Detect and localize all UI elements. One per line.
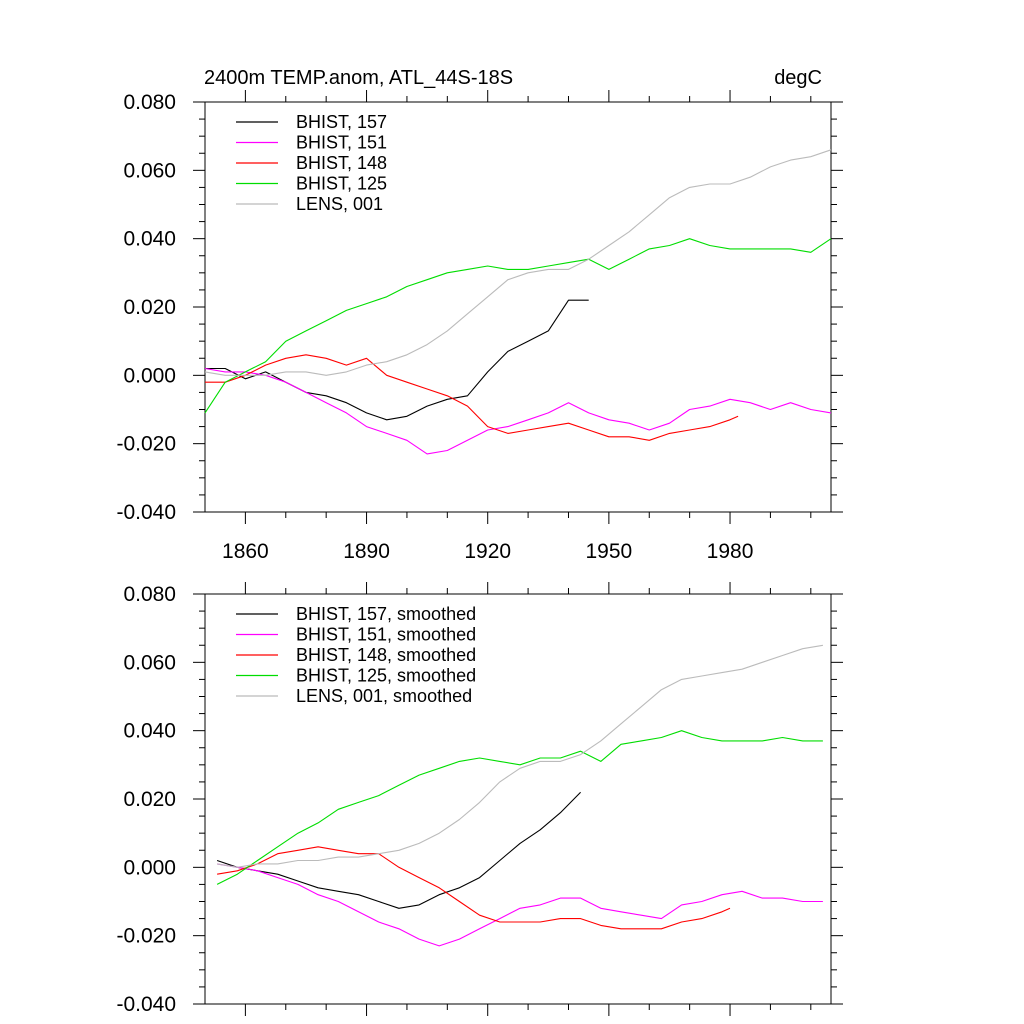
y-tick-label: 0.040 (123, 228, 176, 251)
series-line (216, 791, 581, 909)
axis-ticks (193, 90, 843, 524)
legend-label: BHIST, 125 (296, 174, 387, 194)
series-line (204, 149, 832, 376)
legend-label: LENS, 001 (296, 194, 383, 214)
legend-label: LENS, 001, smoothed (296, 686, 472, 706)
x-tick-labels: 1860 1890 1920 1950 1980 (222, 540, 753, 563)
y-tick-label: 0.000 (123, 364, 176, 387)
y-tick-label: 0.040 (123, 720, 176, 743)
y-tick-labels: -0.040 -0.020 0.000 0.020 0.040 0.060 0.080 (116, 583, 176, 1016)
series-line (216, 730, 823, 885)
y-tick-label: -0.040 (116, 501, 176, 524)
series-layer (216, 644, 823, 947)
y-tick-label: 0.020 (123, 296, 176, 319)
series-line (217, 644, 823, 868)
chart-title: 2400m TEMP.anom, ATL_44S-18S (204, 67, 513, 89)
legend-label: BHIST, 148, smoothed (296, 645, 476, 665)
x-tick-label: 1980 (707, 540, 754, 563)
legend-label: BHIST, 157 (296, 112, 387, 132)
y-tick-label: -0.020 (116, 925, 176, 948)
units-label: degC (774, 67, 822, 89)
series-line (205, 299, 589, 421)
legend-label: BHIST, 157, smoothed (296, 604, 476, 624)
legend-label: BHIST, 151 (296, 133, 387, 153)
legend-label: BHIST, 125, smoothed (296, 666, 476, 686)
series-line (217, 863, 823, 947)
series-line (205, 354, 739, 441)
series-layer (204, 149, 832, 455)
x-tick-label: 1920 (464, 540, 511, 563)
y-tick-label: 0.020 (123, 788, 176, 811)
series-line (204, 238, 832, 414)
series-line (204, 367, 832, 455)
bottom-panel: -0.040 -0.020 0.000 0.020 0.040 0.060 0.080 BH… (116, 582, 843, 1016)
top-panel: 2400m TEMP.anom, ATL_44S-18S degC -0.040… (116, 67, 843, 563)
series-line (217, 846, 731, 930)
x-tick-label: 1860 (222, 540, 269, 563)
y-tick-label: -0.040 (116, 993, 176, 1016)
x-tick-label: 1950 (586, 540, 633, 563)
y-tick-label: 0.060 (123, 651, 176, 674)
y-tick-labels: -0.040 -0.020 0.000 0.020 0.040 0.060 0.080 (116, 91, 176, 524)
legend-label: BHIST, 151, smoothed (296, 625, 476, 645)
x-tick-label: 1890 (343, 540, 390, 563)
axis-ticks (193, 582, 843, 1016)
y-tick-label: 0.080 (123, 91, 176, 114)
y-tick-label: -0.020 (116, 433, 176, 456)
y-tick-label: 0.080 (123, 583, 176, 606)
y-tick-label: 0.060 (123, 159, 176, 182)
legend-label: BHIST, 148 (296, 153, 387, 173)
y-tick-label: 0.000 (123, 856, 176, 879)
